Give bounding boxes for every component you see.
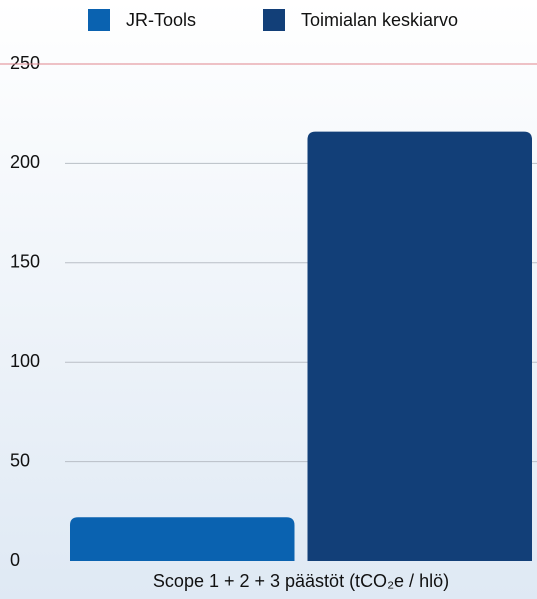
- y-tick-label: 150: [10, 252, 40, 272]
- y-tick-label: 0: [10, 550, 20, 570]
- legend-swatch: [88, 9, 110, 31]
- y-tick-label: 250: [10, 53, 40, 73]
- legend-label: Toimialan keskiarvo: [301, 10, 458, 30]
- legend-swatch: [263, 9, 285, 31]
- legend-label: JR-Tools: [126, 10, 196, 30]
- x-tick-label: Scope 1 + 2 + 3 päästöt (tCO₂e / hlö): [153, 571, 449, 591]
- bar: [70, 517, 295, 561]
- y-tick-label: 50: [10, 450, 30, 470]
- y-tick-label: 100: [10, 351, 40, 371]
- bar: [307, 131, 532, 562]
- y-tick-label: 200: [10, 152, 40, 172]
